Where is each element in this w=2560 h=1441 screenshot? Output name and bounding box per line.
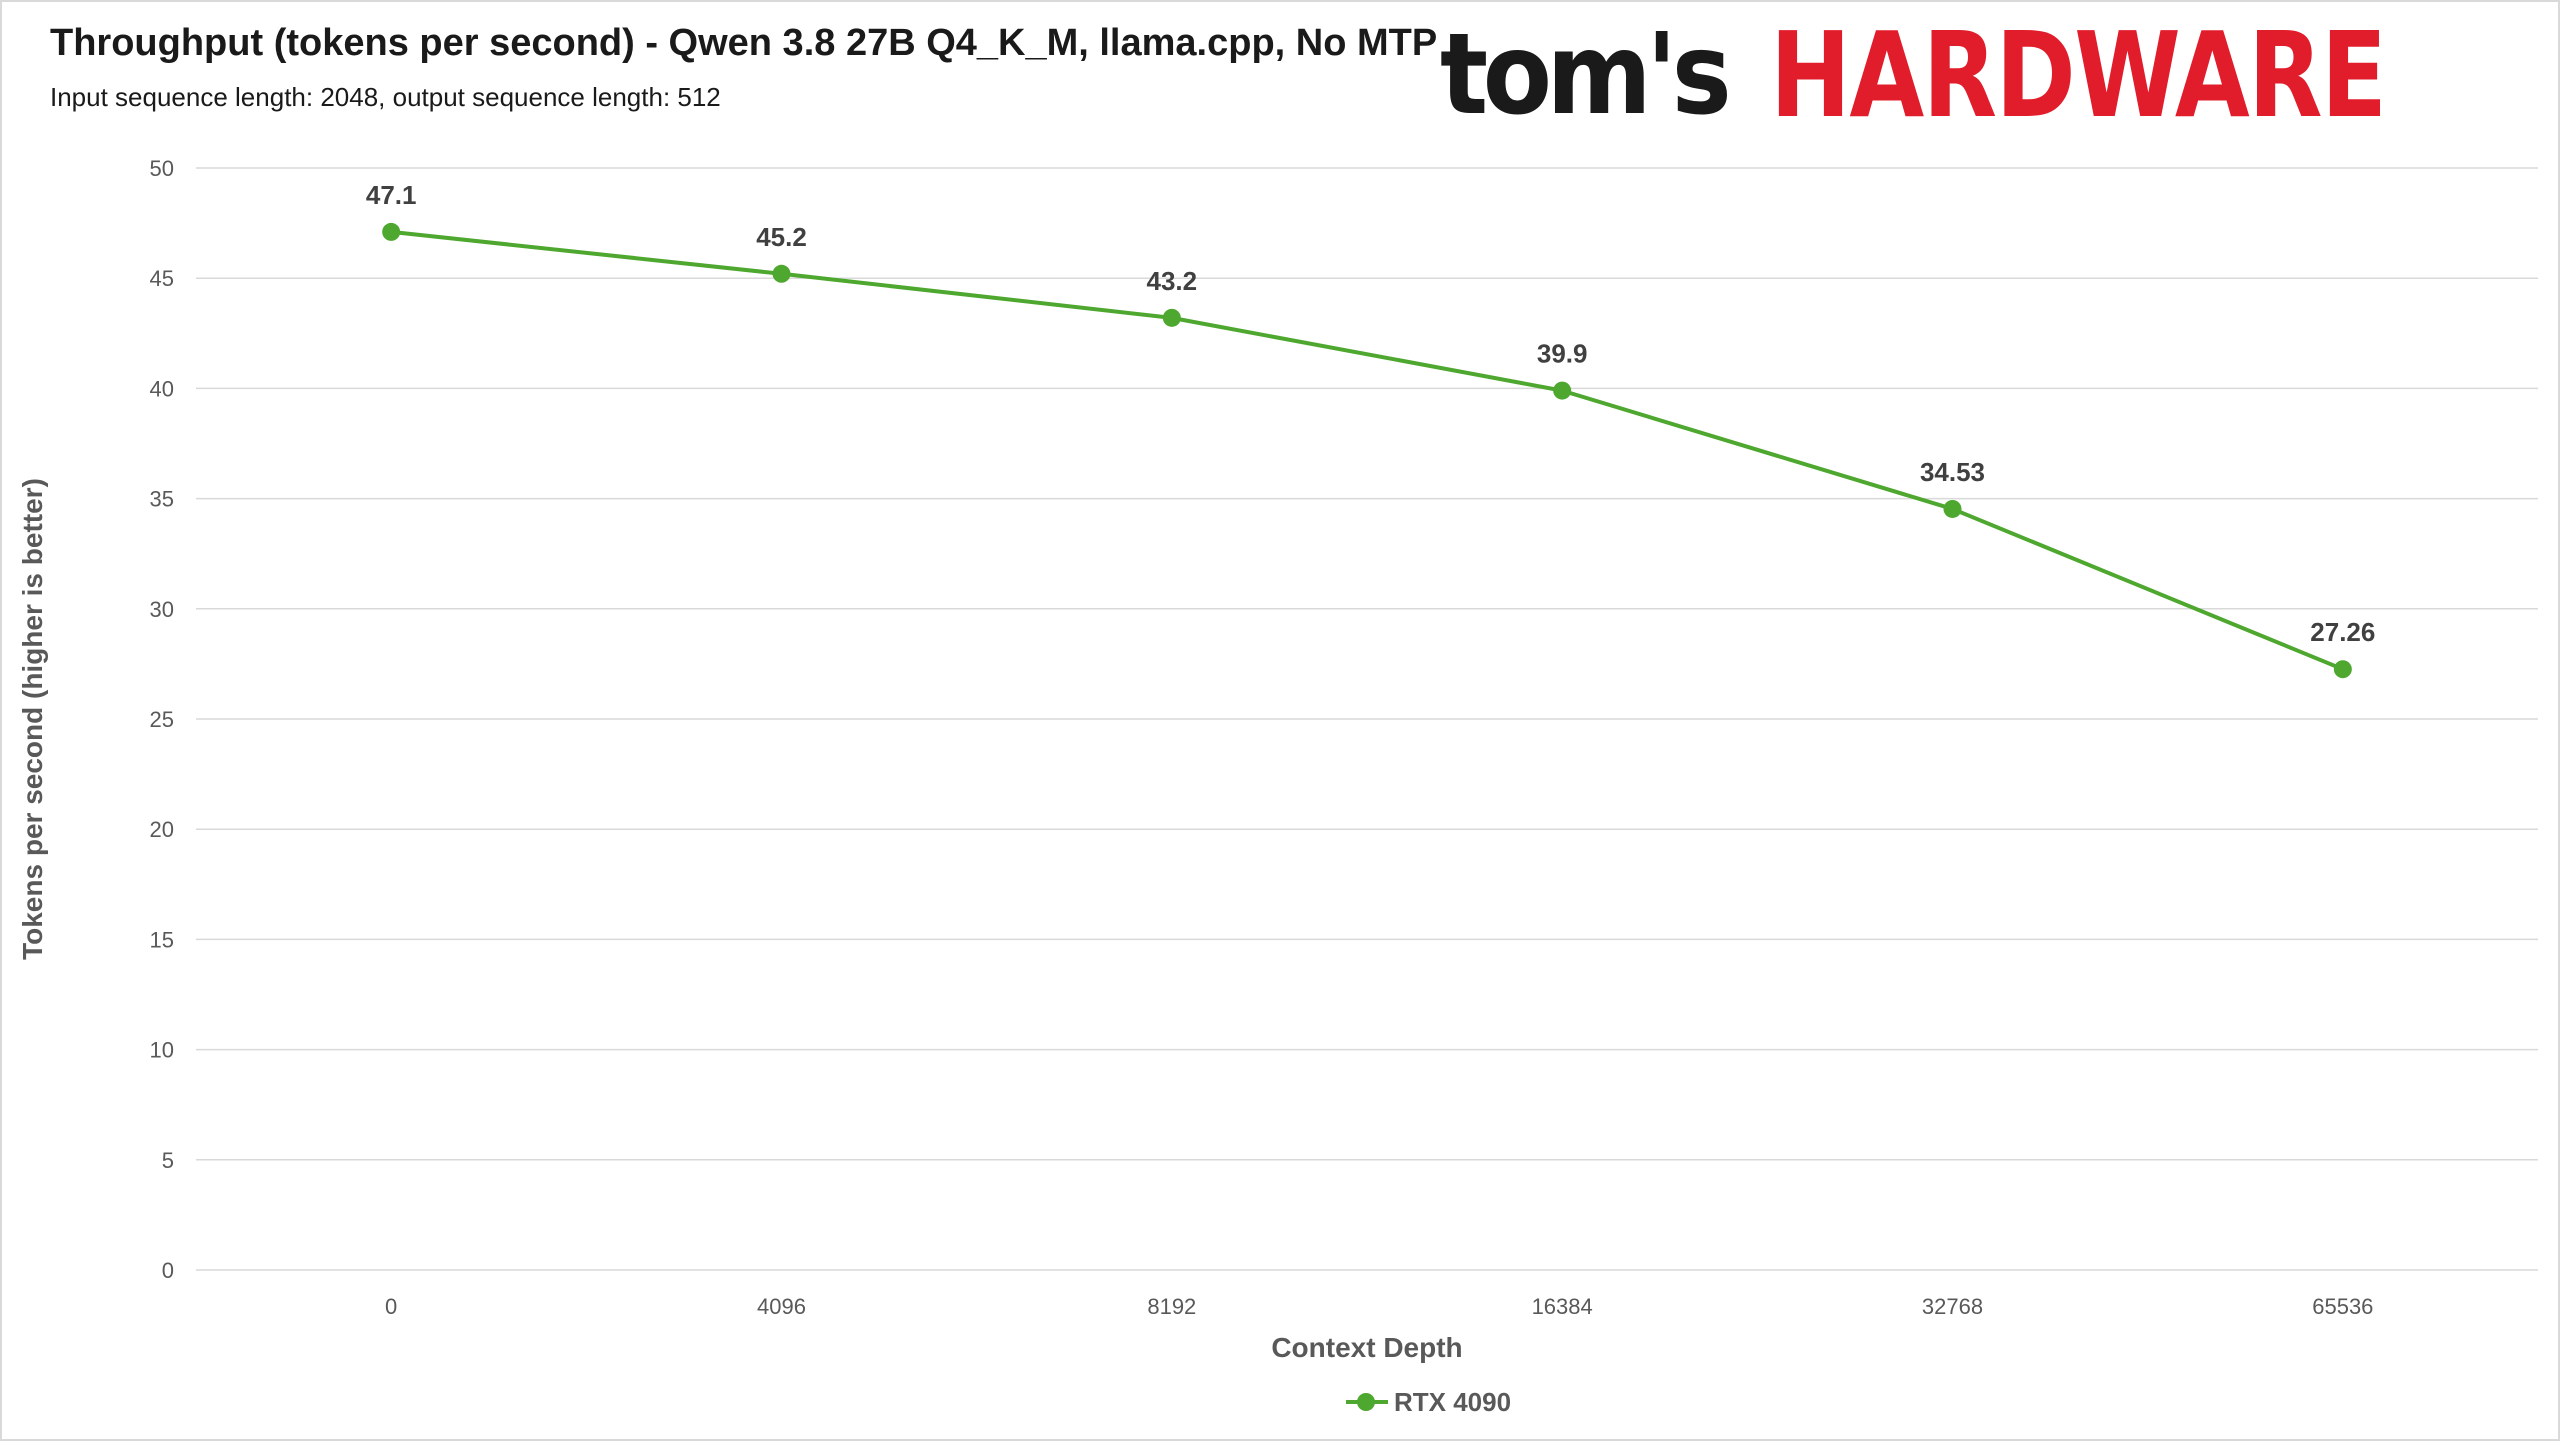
- gridlines: [196, 167, 2538, 1271]
- x-tick-label: 65536: [2312, 1294, 2373, 1319]
- data-point: [382, 222, 401, 241]
- y-tick-label: 40: [150, 376, 174, 401]
- y-tick-label: 35: [150, 487, 174, 512]
- x-tick-label: 8192: [1147, 1294, 1196, 1319]
- chart-subtitle: Input sequence length: 2048, output sequ…: [50, 82, 721, 112]
- data-point: [2333, 660, 2352, 679]
- y-tick-label: 30: [150, 597, 174, 622]
- data-label: 39.9: [1537, 339, 1588, 369]
- y-axis-ticks: 0 5 10 15 20 25 30 35 40 45 50: [150, 156, 174, 1283]
- x-tick-label: 32768: [1922, 1294, 1983, 1319]
- data-label: 27.26: [2310, 617, 2375, 647]
- y-tick-label: 25: [150, 707, 174, 732]
- y-tick-label: 0: [162, 1258, 174, 1283]
- toms-hardware-logo: tom's HARDWARE: [1440, 10, 2387, 140]
- data-label: 34.53: [1920, 457, 1985, 487]
- logo-hardware-text: HARDWARE: [1770, 6, 2387, 144]
- series: [382, 222, 2352, 679]
- legend-label: RTX 4090: [1394, 1387, 1511, 1417]
- x-tick-label: 0: [385, 1294, 397, 1319]
- logo-toms-text: tom's: [1440, 10, 1732, 140]
- y-tick-label: 45: [150, 266, 174, 291]
- data-point: [772, 264, 791, 283]
- y-tick-label: 10: [150, 1038, 174, 1063]
- data-label: 45.2: [756, 222, 807, 252]
- data-point: [1943, 499, 1962, 518]
- legend: RTX 4090: [1346, 1387, 1511, 1417]
- chart-title: Throughput (tokens per second) - Qwen 3.…: [50, 22, 1438, 64]
- x-axis-ticks: 0 4096 8192 16384 32768 65536: [385, 1294, 2373, 1319]
- data-label: 43.2: [1147, 266, 1198, 296]
- data-point: [1553, 381, 1572, 400]
- series-line: [389, 229, 2345, 672]
- legend-dot-marker: [1357, 1393, 1375, 1411]
- y-tick-label: 20: [150, 817, 174, 842]
- y-axis-title: Tokens per second (higher is better): [17, 478, 48, 960]
- data-labels: 47.1 45.2 43.2 39.9 34.53 27.26: [366, 180, 2376, 647]
- y-tick-label: 5: [162, 1148, 174, 1173]
- data-point: [1162, 308, 1181, 327]
- x-axis-title: Context Depth: [1271, 1332, 1462, 1363]
- data-label: 47.1: [366, 180, 417, 210]
- y-tick-label: 50: [150, 156, 174, 181]
- x-tick-label: 4096: [757, 1294, 806, 1319]
- y-tick-label: 15: [150, 927, 174, 952]
- x-tick-label: 16384: [1532, 1294, 1593, 1319]
